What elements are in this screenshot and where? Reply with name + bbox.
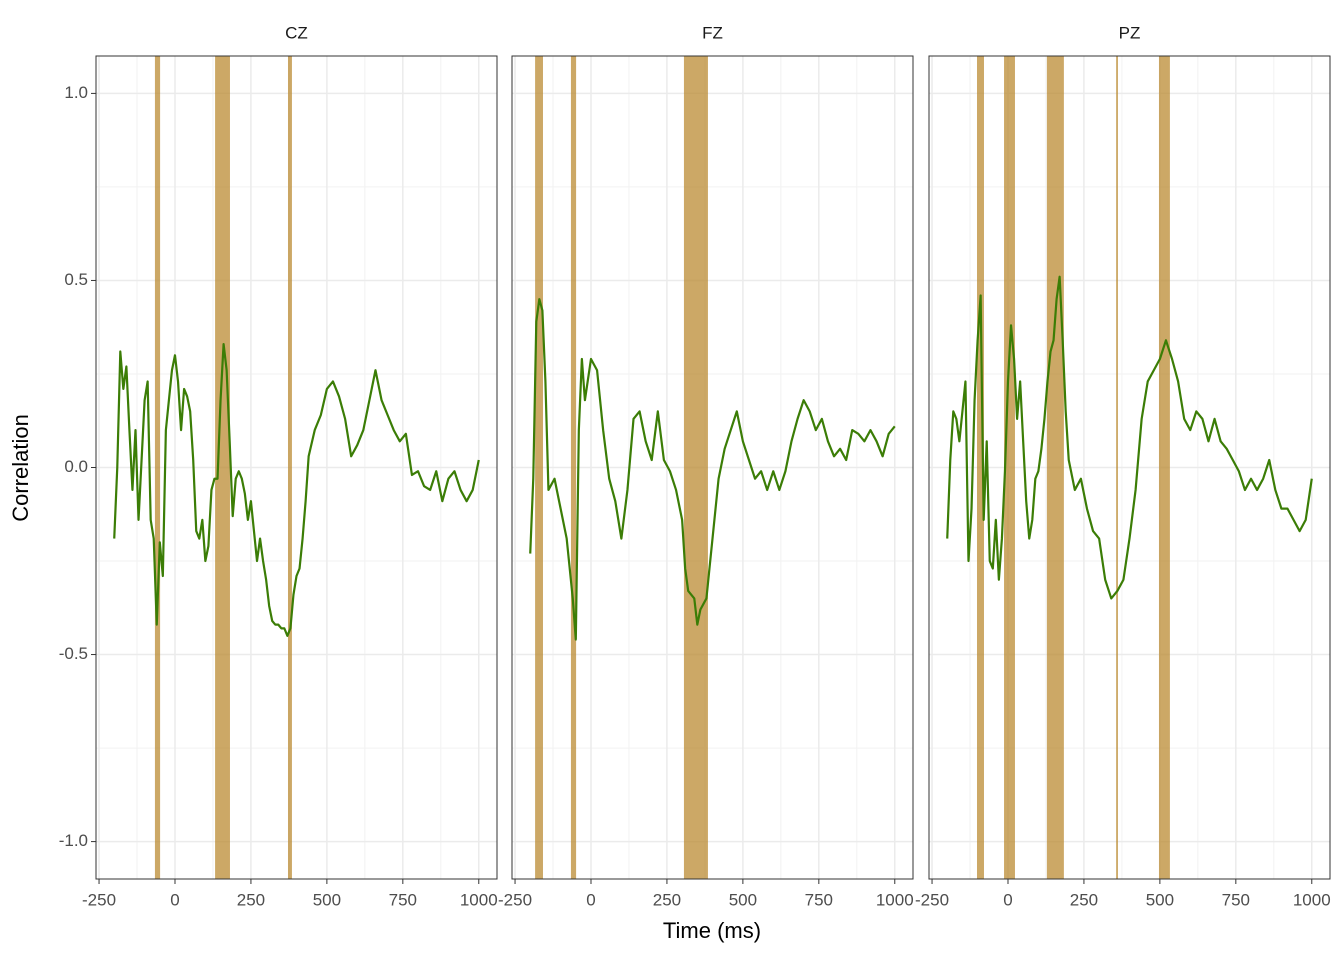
significance-band bbox=[1116, 56, 1118, 879]
significance-band bbox=[1046, 56, 1064, 879]
facet-label: FZ bbox=[702, 23, 723, 42]
x-tick-label: 500 bbox=[313, 890, 341, 909]
x-tick-label: 250 bbox=[237, 890, 265, 909]
x-tick-label: 750 bbox=[389, 890, 417, 909]
y-axis-title: Correlation bbox=[8, 414, 33, 522]
panel-border bbox=[928, 55, 1331, 880]
significance-band bbox=[570, 56, 577, 879]
y-tick-label: 0.0 bbox=[64, 457, 88, 476]
x-tick-label: -250 bbox=[82, 890, 116, 909]
data-line bbox=[946, 275, 1313, 600]
x-tick-label: 0 bbox=[586, 890, 595, 909]
y-tick-label: -1.0 bbox=[59, 831, 88, 850]
significance-band bbox=[1004, 56, 1015, 879]
y-tick-label: 0.5 bbox=[64, 270, 88, 289]
x-tick-label: 500 bbox=[1146, 890, 1174, 909]
significance-band bbox=[976, 56, 984, 879]
x-axis-title: Time (ms) bbox=[663, 918, 761, 943]
y-tick-label: -0.5 bbox=[59, 644, 88, 663]
significance-band bbox=[683, 56, 708, 879]
data-line bbox=[113, 342, 480, 637]
x-tick-label: 250 bbox=[1070, 890, 1098, 909]
significance-band bbox=[1158, 56, 1170, 879]
x-tick-label: 500 bbox=[729, 890, 757, 909]
y-tick-label: 1.0 bbox=[64, 83, 88, 102]
x-tick-label: 750 bbox=[805, 890, 833, 909]
significance-band bbox=[535, 56, 543, 879]
panel-border bbox=[511, 55, 914, 880]
facet-label: CZ bbox=[285, 23, 308, 42]
x-tick-label: 1000 bbox=[876, 890, 914, 909]
significance-band bbox=[215, 56, 230, 879]
data-line bbox=[529, 298, 896, 641]
x-tick-label: 0 bbox=[170, 890, 179, 909]
facet-label: PZ bbox=[1119, 23, 1141, 42]
x-tick-label: 0 bbox=[1003, 890, 1012, 909]
x-tick-label: -250 bbox=[915, 890, 949, 909]
x-tick-label: 750 bbox=[1222, 890, 1250, 909]
x-tick-label: 1000 bbox=[1293, 890, 1331, 909]
x-tick-label: -250 bbox=[498, 890, 532, 909]
significance-band bbox=[154, 56, 161, 879]
x-tick-label: 1000 bbox=[460, 890, 498, 909]
x-tick-label: 250 bbox=[653, 890, 681, 909]
significance-band bbox=[287, 56, 292, 879]
